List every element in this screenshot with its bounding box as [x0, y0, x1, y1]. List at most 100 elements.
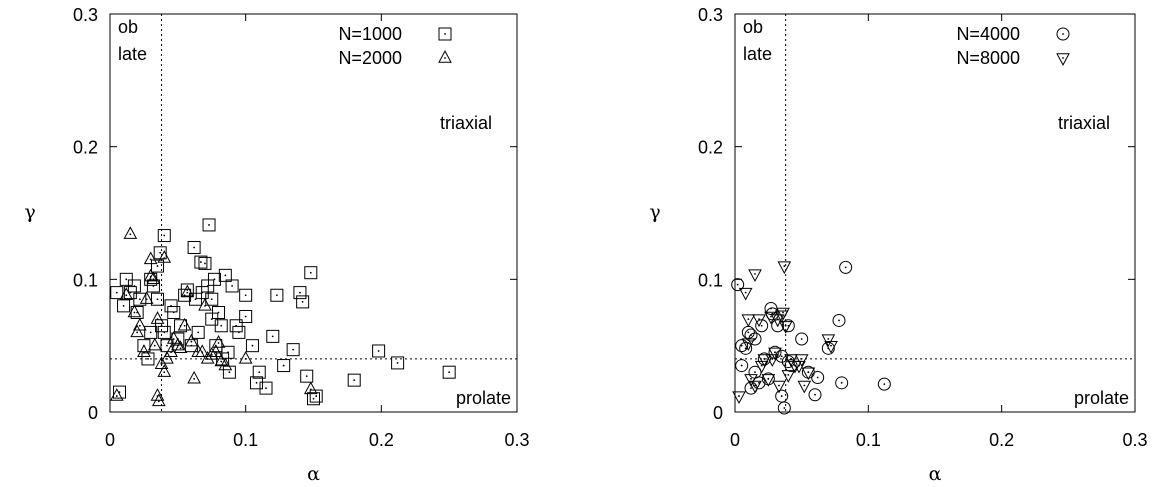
circle-point: [839, 260, 853, 274]
triangle-up-point-center-dot: [201, 351, 204, 354]
triangle-up-point-center-dot: [183, 324, 186, 327]
region-label-late: late: [743, 44, 772, 64]
series-triangle-up: [109, 226, 318, 407]
square-point: [239, 288, 253, 302]
square-point-center-dot: [138, 298, 141, 301]
circle-point-center-dot: [754, 371, 756, 374]
square-point-center-dot: [224, 274, 227, 277]
x-tick-label: 0.2: [989, 430, 1014, 450]
square-point-center-dot: [309, 271, 312, 274]
legend-label: N=1000: [338, 24, 402, 44]
triangle-up-point-center-dot: [224, 364, 227, 367]
square-point: [157, 325, 171, 339]
triangle-up-point: [164, 344, 178, 357]
circle-point-center-dot: [838, 319, 840, 322]
circle-point: [795, 332, 809, 346]
triangle-down-point-center-dot: [760, 364, 763, 367]
triangle-down-point-center-dot: [783, 265, 786, 267]
square-point-center-dot: [275, 294, 278, 297]
square-point: [202, 218, 216, 232]
x-tick-label: 0: [105, 430, 115, 450]
square-point: [286, 343, 300, 357]
triangle-up-point: [157, 250, 172, 263]
square-point: [195, 286, 209, 300]
triangle-up-point-center-dot: [156, 318, 159, 321]
circle-point-center-dot: [883, 383, 886, 386]
x-tick-label: 0.1: [856, 430, 881, 450]
triangle-down-point-center-dot: [754, 273, 756, 275]
square-point-center-dot: [147, 358, 149, 360]
triangle-up-point: [198, 297, 212, 311]
legend-marker-circle-center-dot: [1062, 33, 1064, 35]
triangle-up-point-center-dot: [220, 360, 223, 363]
square-point: [277, 359, 291, 373]
square-point-center-dot: [115, 291, 118, 294]
circle-point: [755, 319, 769, 333]
square-point-center-dot: [396, 362, 399, 364]
triangle-down-point-center-dot: [747, 342, 750, 344]
triangle-down-point-center-dot: [776, 318, 779, 321]
triangle-up-point-center-dot: [204, 304, 206, 307]
circle-point-center-dot: [780, 355, 783, 358]
square-point: [293, 286, 307, 300]
circle-point: [744, 328, 758, 342]
triangle-up-point: [160, 350, 174, 364]
legend-marker-triangle-up: [438, 50, 452, 63]
triangle-up-point-center-dot: [163, 371, 166, 374]
triangle-up-point-center-dot: [143, 351, 145, 354]
square-point-center-dot: [448, 371, 451, 374]
triangle-up-point-center-dot: [172, 338, 175, 340]
triangle-down-point-center-dot: [758, 318, 760, 321]
square-point: [194, 255, 208, 269]
square-point: [266, 329, 280, 343]
square-point: [110, 286, 124, 300]
y-tick-label: 0: [713, 403, 723, 423]
square-point-center-dot: [199, 261, 202, 263]
circle-point: [811, 371, 825, 385]
y-axis-label: γ: [649, 201, 660, 223]
plot-frame: [734, 13, 1136, 413]
square-point-center-dot: [156, 298, 159, 301]
triangle-down-point-center-dot: [754, 384, 756, 387]
square-point-center-dot: [258, 371, 261, 374]
square-point-center-dot: [301, 300, 304, 303]
circle-point: [731, 278, 745, 292]
triangle-up-point-center-dot: [193, 377, 196, 380]
triangle-down-point: [797, 380, 812, 394]
square-point-center-dot: [163, 234, 166, 237]
triangle-down-point: [752, 314, 766, 328]
square-point: [307, 392, 320, 406]
legend-marker-circle: [1056, 27, 1070, 41]
triangle-up-point: [184, 333, 199, 347]
triangle-up-point: [170, 337, 185, 351]
circle-point: [877, 377, 891, 391]
triangle-up-point-center-dot: [145, 298, 148, 301]
square-point: [207, 272, 221, 286]
square-point: [191, 325, 205, 339]
x-tick-label: 0.3: [504, 430, 529, 450]
x-axis-label: α: [307, 463, 320, 485]
square-point-center-dot: [237, 331, 240, 334]
triangle-up-point-center-dot: [179, 347, 182, 350]
square-point-center-dot: [227, 351, 229, 354]
triangle-up-point-center-dot: [157, 400, 160, 403]
square-point: [304, 266, 318, 280]
triangle-up-point: [187, 370, 201, 384]
triangle-up-point-center-dot: [190, 340, 193, 343]
y-axis-label: γ: [24, 201, 35, 223]
triangle-up-point: [146, 271, 161, 285]
circle-point: [775, 389, 789, 403]
triangle-down-point: [748, 380, 762, 394]
triangle-up-point-center-dot: [149, 258, 152, 261]
triangle-down-point: [741, 314, 756, 328]
triangle-up-point-center-dot: [115, 395, 118, 397]
triangle-down-point-center-dot: [800, 358, 803, 360]
square-point: [225, 279, 239, 293]
x-tick-label: 0.1: [233, 430, 258, 450]
square-point-center-dot: [292, 348, 295, 351]
triangle-up-point: [211, 335, 226, 348]
triangle-up-point: [173, 340, 188, 354]
square-point-center-dot: [220, 324, 223, 327]
triangle-up-point: [152, 393, 166, 407]
square-point-center-dot: [122, 304, 125, 307]
